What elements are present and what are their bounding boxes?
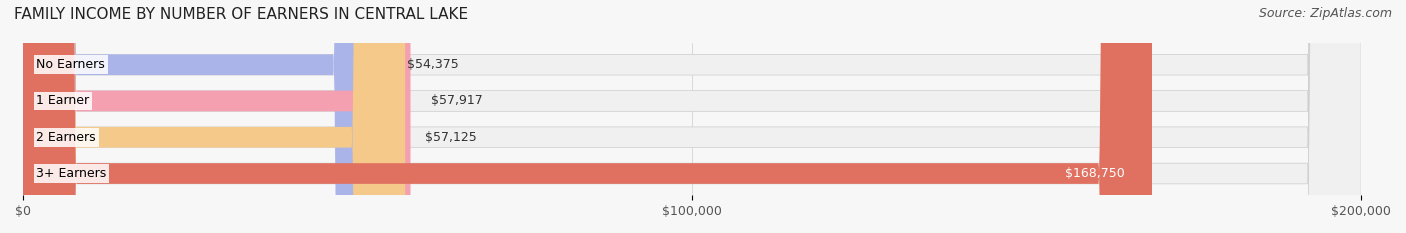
FancyBboxPatch shape [22,0,1152,233]
Text: $168,750: $168,750 [1066,167,1125,180]
FancyBboxPatch shape [22,0,405,233]
Text: FAMILY INCOME BY NUMBER OF EARNERS IN CENTRAL LAKE: FAMILY INCOME BY NUMBER OF EARNERS IN CE… [14,7,468,22]
Text: 1 Earner: 1 Earner [37,95,90,107]
Text: $54,375: $54,375 [406,58,458,71]
Text: Source: ZipAtlas.com: Source: ZipAtlas.com [1258,7,1392,20]
FancyBboxPatch shape [22,0,1361,233]
Text: 3+ Earners: 3+ Earners [37,167,107,180]
FancyBboxPatch shape [22,0,411,233]
FancyBboxPatch shape [22,0,1361,233]
Text: No Earners: No Earners [37,58,105,71]
FancyBboxPatch shape [22,0,387,233]
Text: 2 Earners: 2 Earners [37,131,96,144]
Text: $57,125: $57,125 [425,131,477,144]
Text: $57,917: $57,917 [430,95,482,107]
FancyBboxPatch shape [22,0,1361,233]
FancyBboxPatch shape [22,0,1361,233]
